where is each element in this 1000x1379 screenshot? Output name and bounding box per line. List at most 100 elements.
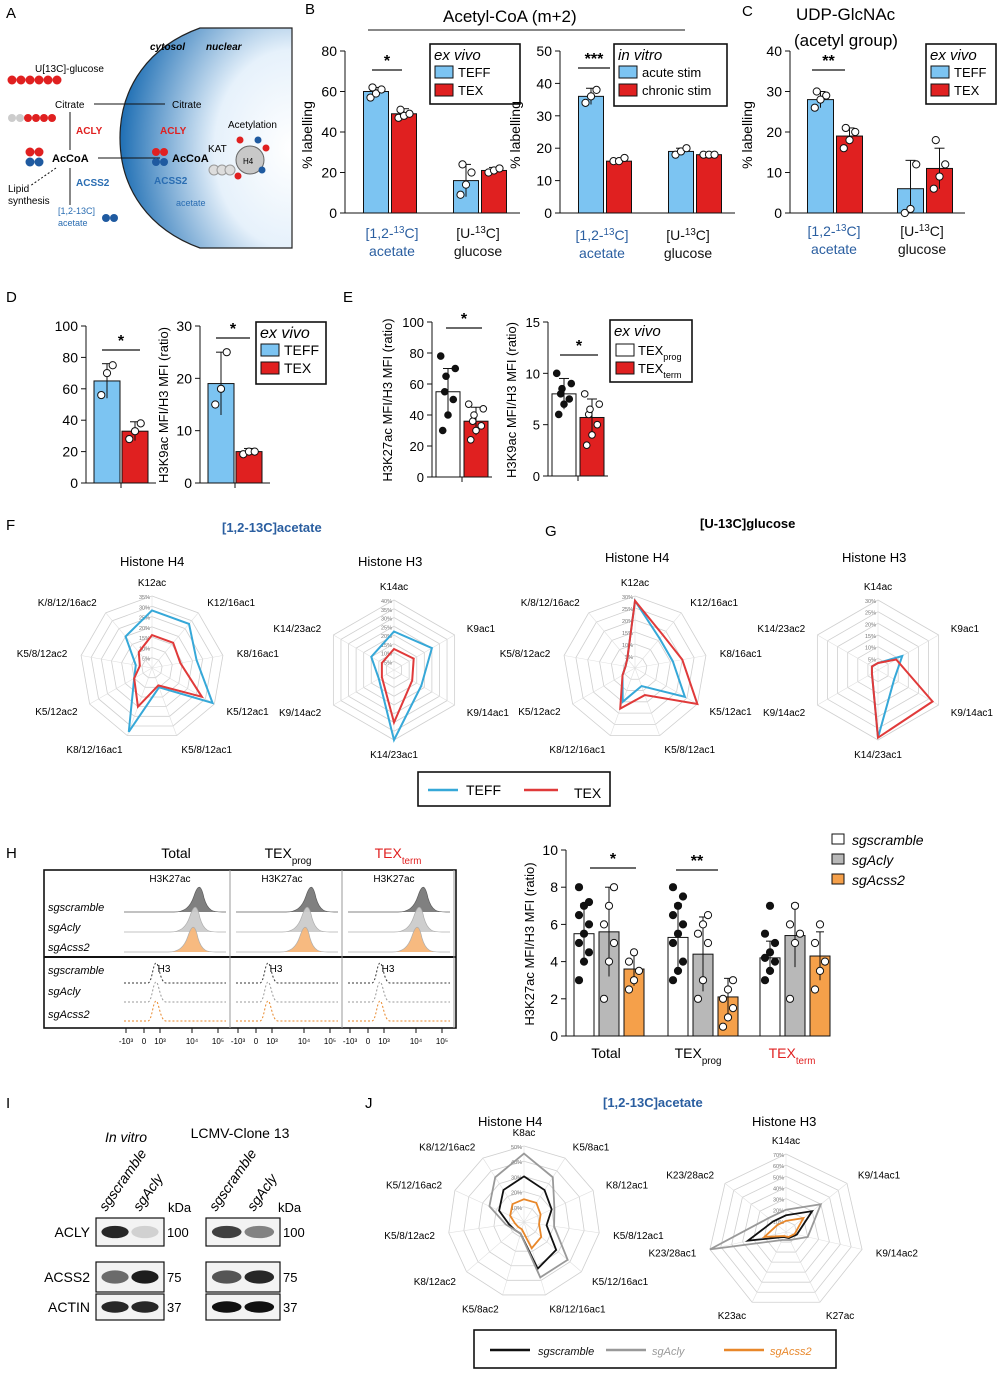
blot-band — [211, 1301, 242, 1313]
legend-item: TEFF — [458, 65, 491, 80]
flow-x-tick-label: 10³ — [378, 1037, 390, 1046]
radar-ring-label: 10% — [139, 646, 150, 652]
radar-axis-label: K8/12/16ac1 — [549, 745, 606, 756]
flow-row-label: sgscramble — [48, 965, 104, 977]
radar-axis-label: K5/8/12ac2 — [17, 649, 68, 660]
flow-histogram-h3k27ac — [348, 906, 450, 933]
j-legend-box — [473, 1329, 837, 1369]
flow-marker-label: H3 — [270, 964, 283, 975]
radar-ring-label: 15% — [622, 631, 633, 637]
panel-c-subtitle: (acetyl group) — [794, 31, 898, 50]
glucose-carbon — [34, 75, 44, 85]
flow-histogram-h3k27ac — [124, 906, 226, 933]
data-point — [703, 938, 713, 948]
radar-grid-ring — [709, 1153, 863, 1303]
panel-letter-j: J — [365, 1095, 373, 1112]
data-point — [822, 91, 831, 100]
accoa-carbon — [160, 158, 168, 166]
radar-axis-label: K23ac — [718, 1311, 746, 1322]
nuclear-label: nuclear — [206, 42, 243, 53]
data-point — [586, 405, 594, 414]
radar-axis-label: K12/16ac1 — [207, 598, 255, 609]
radar-axis-label: K/8/12/16ac2 — [38, 598, 97, 609]
data-point — [599, 920, 609, 929]
glucose-carbon — [43, 75, 53, 85]
flow-marker-label: H3K27ac — [373, 874, 414, 885]
x-category-label: [1,2-13C] — [366, 225, 419, 242]
y-tick-label: 2 — [550, 991, 558, 1007]
data-point — [97, 390, 106, 400]
radar-series-TEFF — [124, 609, 215, 733]
data-point — [405, 109, 414, 118]
radar-grid-ring — [731, 1175, 841, 1283]
y-tick-label: 20 — [766, 124, 782, 140]
data-point — [698, 920, 708, 929]
nuclear-accoa-label: AcCoA — [172, 153, 209, 165]
flow-col-title: Total — [161, 845, 191, 861]
flow-col-title: TEXprog — [265, 845, 312, 867]
radar-G_H3: 5% 10% 15% 20% 25% 30% K14ac K9ac1 K9/14ac1 K14/2… — [757, 582, 993, 761]
nucleosome-icon — [235, 145, 265, 175]
bar-TEXprog — [435, 391, 461, 478]
blot-band — [211, 1225, 242, 1239]
data-point — [604, 901, 614, 910]
legend-item: acute stim — [642, 65, 701, 80]
flow-histogram-h3 — [236, 962, 338, 984]
radar-J_H4: 10% 20% 30% 40% 50% K8ac K5/8ac1 K8/12ac1 K5/8/1… — [384, 1128, 664, 1315]
data-point — [108, 361, 117, 370]
data-point — [820, 957, 830, 966]
radar-axis-label: K5/8ac1 — [573, 1142, 610, 1153]
radar-ring-label: 30% — [773, 1198, 784, 1204]
radar-grid-ring — [587, 619, 683, 714]
data-point — [678, 892, 688, 901]
radar-series-TEX — [133, 633, 205, 709]
radar-ring-label: 35% — [381, 608, 392, 614]
legend-swatch — [930, 83, 950, 97]
radar-ring-label: 30% — [511, 1175, 522, 1181]
y-axis-label: % labelling — [739, 101, 755, 169]
j-legend-item: sgscramble — [538, 1346, 594, 1358]
data-point — [703, 911, 713, 920]
radar-axis-label: K5/8/12ac2 — [500, 649, 551, 660]
radar-axis-label: K12ac — [621, 578, 649, 589]
radar-axis-label: K5/12ac1 — [226, 707, 269, 718]
radar-axis-label: K5/12/16ac2 — [386, 1181, 443, 1192]
data-point — [456, 190, 465, 199]
legend-swatch — [831, 853, 845, 865]
y-axis-label: H3K9ac MFI/H3 MFI (ratio) — [156, 327, 171, 483]
accoa-carbon — [25, 157, 35, 167]
y-tick-label: 100 — [55, 318, 79, 334]
data-point — [467, 168, 476, 177]
data-point — [136, 419, 145, 428]
legend-swatch — [434, 65, 454, 79]
radar-series-TEX — [870, 658, 935, 740]
flow-x-tick-label: 10⁴ — [186, 1037, 199, 1046]
legend-title: ex vivo — [930, 47, 977, 64]
kda-label: kDa — [168, 1200, 192, 1215]
legend-item: TEXterm — [638, 361, 681, 380]
radar-series-TEFF — [370, 630, 434, 743]
data-point — [479, 405, 488, 413]
legend-title: in vitro — [618, 47, 662, 64]
radar-ring-label: 40% — [381, 599, 392, 605]
data-point — [629, 948, 639, 957]
radar-axis-label: K14ac — [864, 582, 892, 593]
radar-spoke — [105, 612, 153, 669]
j-legend-item: sgAcly — [652, 1346, 686, 1358]
citrate-label: Citrate — [55, 100, 85, 111]
panel-j: 10% 20% 30% 40% 50% K8ac K5/8ac1 K8/12ac1 K5/8/1… — [384, 1128, 918, 1369]
acetyl-mark — [234, 172, 242, 180]
y-tick-label: 8 — [550, 879, 558, 895]
blot-band — [244, 1301, 275, 1313]
radar-spoke — [724, 1183, 787, 1233]
radar-axis-label: K14/23ac1 — [854, 750, 902, 761]
citrate-carbon — [16, 114, 24, 122]
blot-band — [244, 1270, 275, 1284]
y-tick-label: 80 — [410, 346, 424, 361]
data-point — [634, 966, 644, 976]
radar-spoke — [393, 669, 455, 706]
panel-g-title: [U-13C]glucose — [700, 516, 795, 531]
flow-x-tick-label: 10³ — [266, 1037, 278, 1046]
blot-band — [101, 1225, 129, 1239]
x-category-label: [U-13C] — [900, 223, 944, 240]
